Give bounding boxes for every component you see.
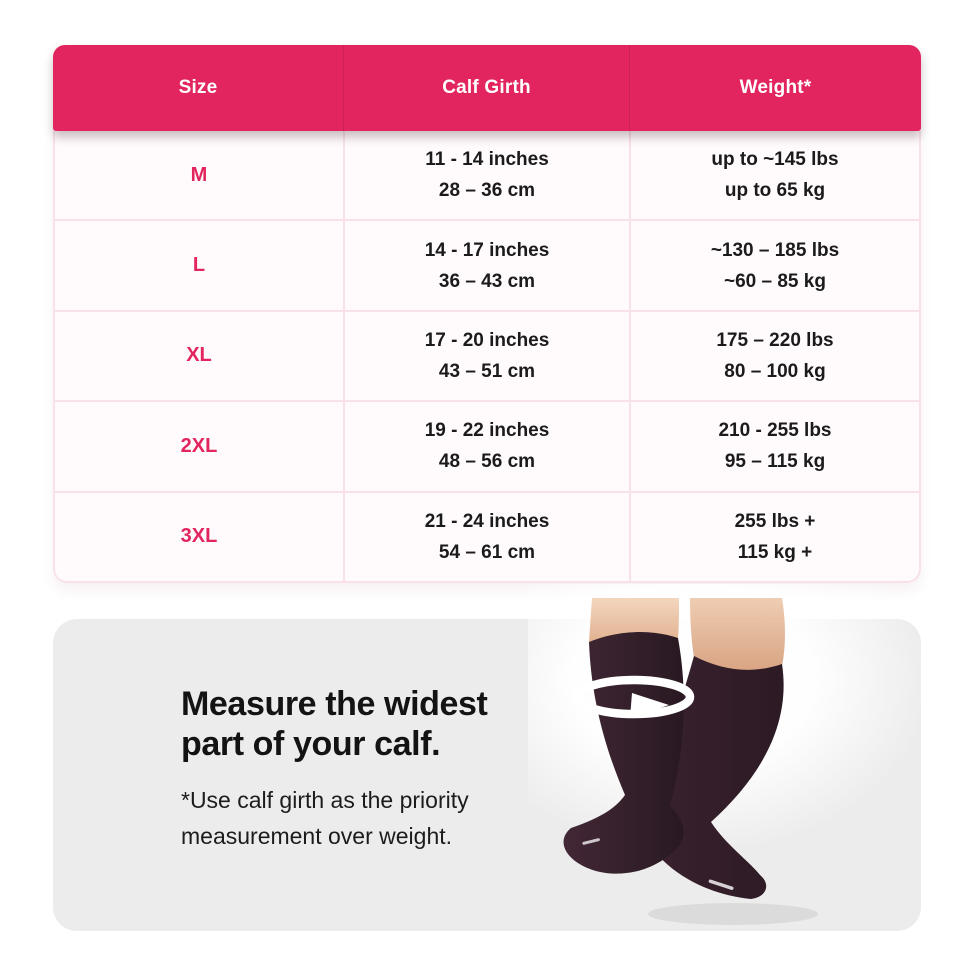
calf-girth-cm: 54 – 61 cm [438, 541, 536, 563]
size-label: 3XL [180, 525, 218, 548]
measure-note-subtext-line2: measurement over weight. [181, 823, 453, 849]
sock-brand-mark-back [708, 879, 734, 890]
calf-girth-inches: 14 - 17 inches [424, 239, 550, 261]
size-label: L [192, 254, 206, 277]
measure-note-heading-line2: part of your calf. [181, 725, 441, 763]
measure-note-subtext-line1: *Use calf girth as the priority [181, 787, 469, 813]
calf-girth-cm: 28 – 36 cm [438, 180, 536, 202]
weight-lbs: up to ~145 lbs [711, 149, 839, 171]
weight-cell: 175 – 220 lbs 80 – 100 kg [629, 311, 919, 401]
sock-brand-mark-front [582, 838, 600, 845]
measure-note: Measure the widest part of your calf. *U… [181, 684, 551, 854]
table-body: M 11 - 14 inches 28 – 36 cm up to ~145 l… [53, 131, 921, 583]
weight-kg: 115 kg + [737, 541, 813, 563]
weight-kg: up to 65 kg [724, 180, 826, 202]
table-row-3xl: 3XL 21 - 24 inches 54 – 61 cm 255 lbs + … [55, 490, 919, 581]
weight-kg: 80 – 100 kg [724, 360, 826, 382]
measure-note-subtext: *Use calf girth as the priority measurem… [181, 782, 551, 854]
calf-girth-cm: 36 – 43 cm [438, 270, 536, 292]
calf-girth-inches: 21 - 24 inches [424, 510, 550, 532]
size-label: M [190, 163, 208, 186]
weight-cell: ~130 – 185 lbs ~60 – 85 kg [629, 221, 919, 310]
calf-girth-cell: 11 - 14 inches 28 – 36 cm [343, 131, 629, 220]
weight-lbs: 210 - 255 lbs [718, 420, 832, 442]
measure-note-heading: Measure the widest part of your calf. [181, 684, 551, 764]
measure-note-heading-line1: Measure the widest [181, 685, 488, 723]
front-leg [563, 598, 684, 874]
weight-lbs: 175 – 220 lbs [716, 329, 834, 351]
calf-girth-inches: 17 - 20 inches [424, 329, 550, 351]
weight-cell: 255 lbs + 115 kg + [629, 492, 919, 581]
header-cell-size: Size [178, 77, 218, 98]
weight-kg: 95 – 115 kg [724, 451, 826, 473]
weight-lbs: ~130 – 185 lbs [710, 239, 840, 261]
calf-girth-cm: 43 – 51 cm [438, 360, 536, 382]
header-cell-calf-girth: Calf Girth [343, 45, 629, 131]
size-label: 2XL [180, 434, 218, 457]
weight-cell: up to ~145 lbs up to 65 kg [629, 131, 919, 220]
table-header-row: Size Calf Girth Weight* [53, 45, 921, 131]
weight-cell: 210 - 255 lbs 95 – 115 kg [629, 402, 919, 491]
calf-girth-inches: 11 - 14 inches [425, 149, 549, 171]
calf-girth-cell: 21 - 24 inches 54 – 61 cm [343, 492, 629, 581]
weight-kg: ~60 – 85 kg [724, 270, 826, 292]
socks-photo [528, 584, 938, 931]
table-row-l: L 14 - 17 inches 36 – 43 cm ~130 – 185 l… [55, 219, 919, 310]
size-label: XL [186, 344, 212, 367]
table-row-xl: XL 17 - 20 inches 43 – 51 cm 175 – 220 l… [55, 309, 919, 401]
size-chart-table: Size Calf Girth Weight* M 11 - 14 inches… [53, 45, 921, 583]
calf-girth-inches: 19 - 22 inches [424, 420, 550, 442]
calf-girth-cell: 14 - 17 inches 36 – 43 cm [343, 221, 629, 310]
calf-girth-cell: 17 - 20 inches 43 – 51 cm [343, 311, 629, 401]
calf-girth-cell: 19 - 22 inches 48 – 56 cm [343, 402, 629, 491]
table-row-m: M 11 - 14 inches 28 – 36 cm up to ~145 l… [55, 131, 919, 220]
table-row-2xl: 2XL 19 - 22 inches 48 – 56 cm 210 - 255 … [55, 400, 919, 491]
header-cell-weight: Weight* [629, 45, 921, 131]
floor-shadow [648, 903, 818, 925]
measure-arrow-icon [573, 675, 695, 719]
weight-lbs: 255 lbs + [734, 510, 816, 532]
legs-in-socks-illustration [563, 598, 818, 925]
calf-girth-cm: 48 – 56 cm [438, 451, 536, 473]
